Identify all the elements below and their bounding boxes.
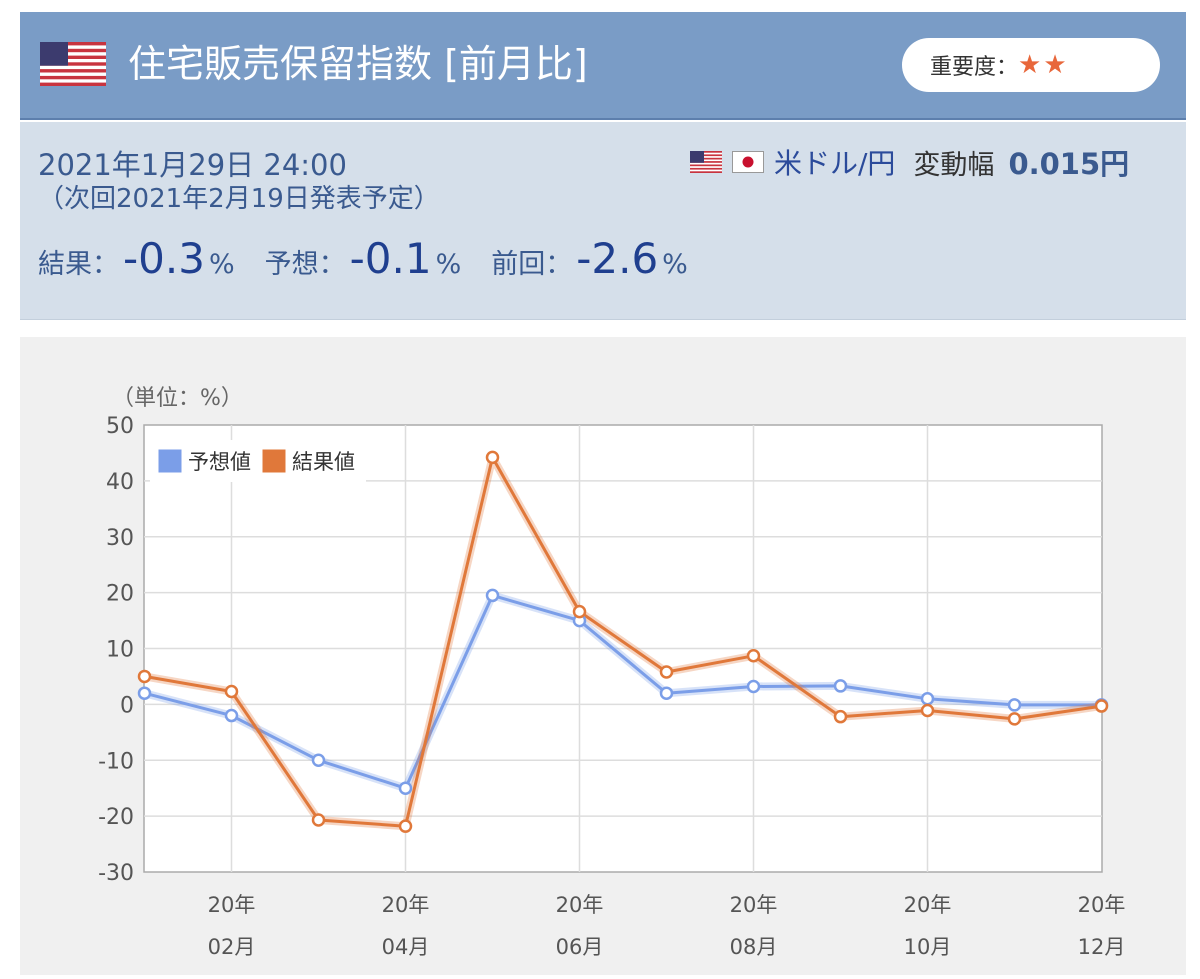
y-tick-label: 20: [106, 582, 134, 607]
data-point: [746, 679, 761, 694]
legend: 予想値 結果値: [150, 440, 366, 482]
legend-label: 結果値: [292, 450, 355, 474]
page-title: 住宅販売保留指数 [前月比]: [128, 42, 588, 86]
y-tick-label: 50: [106, 414, 134, 439]
data-point: [920, 692, 935, 706]
data-point: [833, 709, 848, 724]
result-value: -0.3: [123, 234, 205, 283]
volatility-label: 変動幅: [913, 149, 995, 181]
release-datetime: 2021年1月29日 24:00: [38, 148, 347, 182]
data-point: [920, 703, 935, 718]
x-tick-month: 06月: [556, 935, 604, 959]
x-tick-year: 20年: [1078, 893, 1126, 917]
data-point: [137, 686, 152, 700]
unit-label: （単位：%）: [112, 386, 243, 411]
jp-flag-icon: [732, 151, 764, 173]
data-point: [1007, 698, 1022, 712]
data-point: [746, 649, 761, 663]
data-point: [224, 708, 239, 723]
grid-lines: [144, 425, 1102, 872]
legend-swatch: [157, 448, 183, 474]
legend-swatch: [261, 448, 287, 474]
data-point: [1007, 712, 1022, 726]
us-flag-small-icon: [690, 151, 722, 173]
previous-value: -2.6: [576, 234, 659, 283]
y-tick-label: 40: [106, 470, 134, 495]
y-axis: 50 40 30 20 10 0 -10 -20 -30: [98, 414, 134, 886]
y-tick-label: -20: [98, 805, 134, 830]
series-line-0: [144, 593, 1102, 790]
currency-pair-link[interactable]: 米ドル/円: [774, 147, 896, 180]
result-label: 結果：: [38, 249, 119, 280]
x-tick-year: 20年: [904, 893, 952, 917]
legend-box: [150, 440, 366, 482]
y-tick-label: 0: [120, 693, 134, 718]
data-point: [485, 588, 500, 603]
data-point: [311, 753, 326, 767]
chart-container: （単位：%） 50 40 30 20 10 0 -10 -20 -30 20年 02月 20年 04月…: [20, 337, 1186, 975]
us-flag-icon: [40, 42, 106, 86]
legend-label: 予想値: [188, 450, 251, 474]
data-point: [224, 684, 239, 699]
y-tick-label: 10: [106, 638, 134, 663]
x-axis: 20年 02月 20年 04月 20年 06月 20年 08月 20年 10月 20年 12月: [208, 893, 1126, 959]
data-point: [137, 669, 152, 684]
forecast-label: 予想：: [264, 249, 346, 280]
x-tick-month: 04月: [382, 935, 430, 959]
series-lines: [137, 450, 1109, 833]
forecast-unit: %: [435, 249, 462, 280]
data-point: [398, 781, 413, 795]
y-tick-label: -30: [98, 861, 134, 886]
x-tick-year: 20年: [730, 893, 778, 917]
data-point: [1094, 699, 1109, 713]
importance-badge: 重要度： ★★: [902, 38, 1160, 92]
y-tick-label: 30: [106, 526, 134, 551]
x-tick-month: 12月: [1078, 935, 1126, 959]
x-tick-year: 20年: [382, 893, 430, 917]
x-tick-month: 10月: [904, 935, 952, 959]
x-tick-month: 08月: [730, 935, 778, 959]
x-tick-month: 02月: [208, 935, 256, 959]
series-line-1: [144, 455, 1102, 828]
data-point: [833, 679, 848, 693]
importance-stars: ★★: [1018, 50, 1069, 80]
result-unit: %: [208, 249, 235, 280]
x-tick-year: 20年: [556, 893, 604, 917]
x-tick-year: 20年: [208, 893, 256, 917]
header-bar: 住宅販売保留指数 [前月比] 重要度： ★★: [20, 12, 1186, 120]
data-point: [659, 686, 674, 700]
volatility-value: 0.015円: [1008, 147, 1130, 181]
results-row: 結果： -0.3 % 予想： -0.1 % 前回： -2.6 %: [38, 234, 688, 283]
previous-label: 前回：: [491, 249, 573, 280]
data-point: [659, 665, 674, 679]
forecast-value: -0.1: [349, 234, 432, 283]
importance-label: 重要度：: [930, 55, 1019, 80]
data-point: [572, 604, 587, 619]
data-point: [485, 450, 500, 465]
data-point: [398, 819, 413, 833]
previous-unit: %: [662, 249, 688, 280]
next-release: （次回2021年2月19日発表予定）: [38, 184, 440, 214]
data-point: [311, 813, 326, 827]
indicator-info-panel: 2021年1月29日 24:00 （次回2021年2月19日発表予定） 米ドル/…: [20, 122, 1186, 320]
line-chart: （単位：%） 50 40 30 20 10 0 -10 -20 -30 20年 02月 20年 04月…: [98, 386, 1126, 959]
y-tick-label: -10: [98, 749, 134, 774]
currency-pair-row: 米ドル/円 変動幅 0.015円: [690, 142, 1129, 182]
